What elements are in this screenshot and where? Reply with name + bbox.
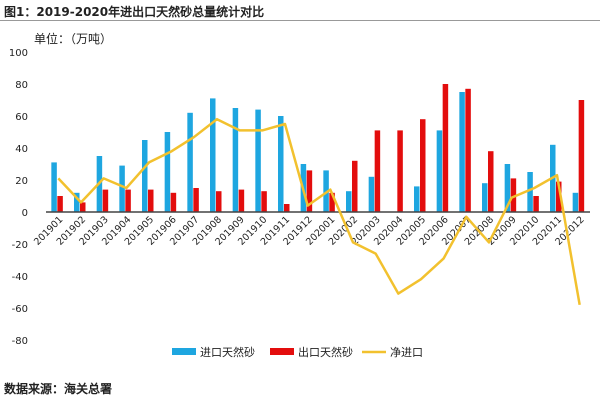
import-bar [187, 112, 193, 212]
y-tick-label: 80 [15, 80, 28, 91]
y-tick-label: 40 [15, 144, 28, 155]
import-bar [459, 92, 465, 212]
legend-label: 净进口 [390, 345, 423, 359]
import-bar [232, 108, 239, 212]
export-bar [306, 170, 313, 212]
export-bar [510, 178, 517, 212]
import-bar [527, 172, 533, 212]
legend-swatch [172, 348, 196, 355]
y-tick-label: -80 [12, 336, 28, 347]
export-bar [442, 84, 449, 212]
y-tick-label: 100 [9, 48, 28, 59]
export-bar [397, 130, 403, 212]
y-tick-label: 20 [15, 176, 28, 187]
import-bar [142, 140, 148, 212]
y-tick-label: -20 [12, 240, 28, 251]
import-bar [278, 116, 284, 212]
import-bar [164, 132, 171, 212]
export-bar [488, 151, 494, 212]
legend-label: 进口天然砂 [200, 345, 255, 359]
y-tick-label: -40 [12, 272, 28, 283]
export-bar [193, 188, 199, 212]
export-bar [374, 130, 381, 212]
import-bar [255, 109, 261, 212]
export-bar [284, 204, 290, 212]
legend-swatch [270, 348, 294, 355]
unit-label: 单位：（万吨） [34, 32, 113, 46]
export-bar [578, 100, 585, 212]
export-bar [238, 189, 245, 212]
import-bar [119, 165, 125, 212]
legend-label: 出口天然砂 [298, 345, 353, 359]
y-tick-label: -60 [12, 304, 28, 315]
title-divider [0, 20, 600, 21]
import-bar [504, 164, 511, 212]
y-tick-label: 0 [22, 208, 28, 219]
import-bar [51, 162, 57, 212]
source-note: 数据来源：海关总署 [4, 382, 113, 396]
export-bar [102, 189, 109, 212]
export-bar [556, 181, 562, 212]
import-bar [572, 192, 579, 212]
export-bar [352, 160, 358, 212]
export-bar [80, 202, 86, 212]
import-bar [210, 98, 216, 212]
import-bar [482, 183, 488, 212]
export-bar [57, 196, 63, 212]
import-bar [414, 186, 420, 212]
chart-title: 图1：2019-2020年进出口天然砂总量统计对比 [4, 5, 265, 19]
import-bar [74, 192, 80, 212]
export-bar [465, 88, 471, 212]
net-import-line [57, 117, 581, 306]
y-tick-label: 60 [15, 112, 28, 123]
export-bar [170, 192, 177, 212]
import-bar [346, 191, 352, 212]
import-bar [368, 176, 375, 212]
export-bar [148, 189, 154, 212]
export-bar [216, 191, 222, 212]
export-bar [261, 191, 267, 212]
export-bar [329, 192, 335, 212]
export-bar [533, 196, 539, 212]
export-bar [125, 189, 131, 212]
export-bar [420, 119, 426, 212]
import-bar [436, 130, 443, 212]
